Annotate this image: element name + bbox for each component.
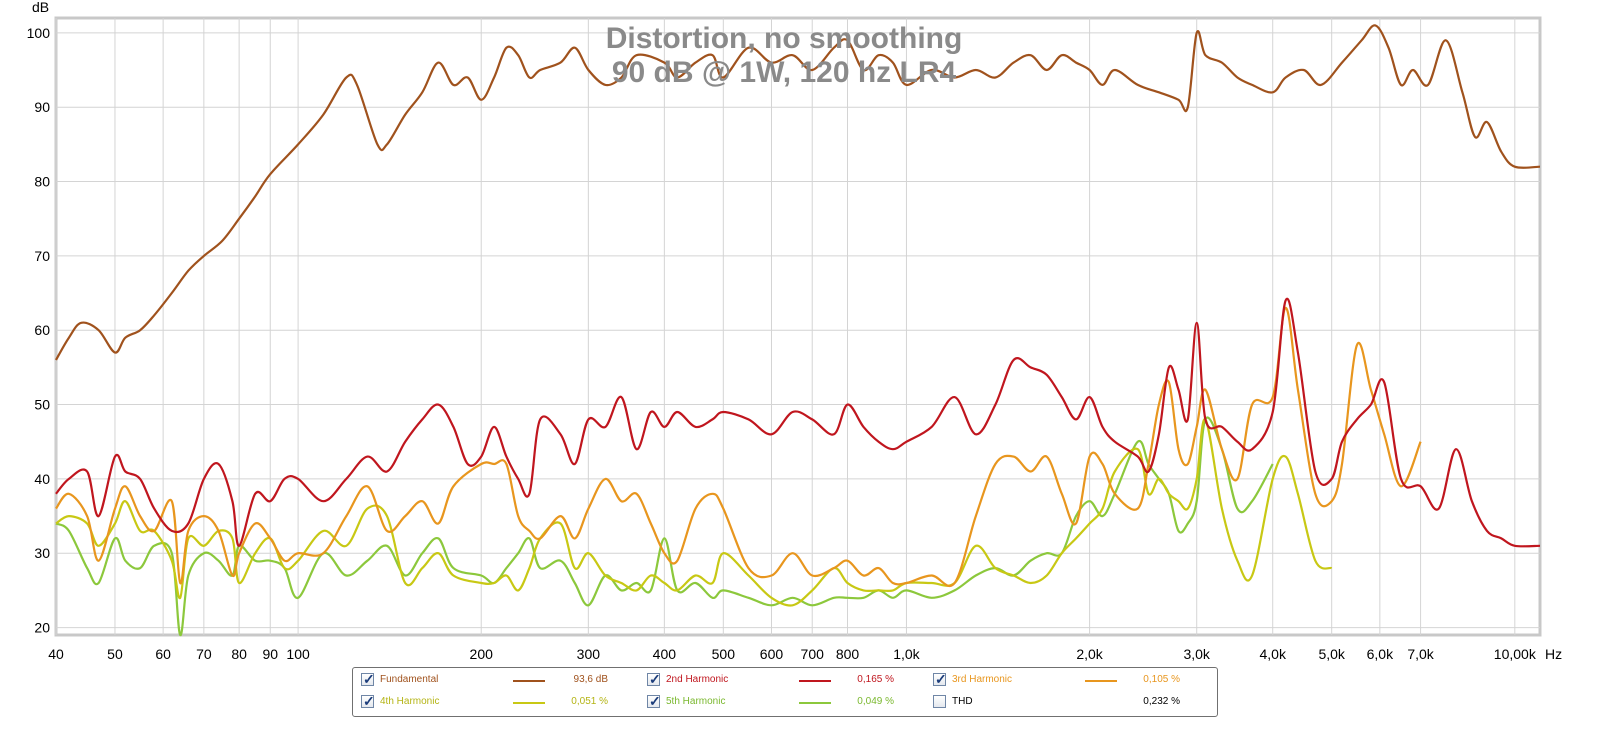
2nd-harmonic-checkbox[interactable]: ✓ — [647, 671, 661, 687]
y-tick-label: 100 — [27, 25, 51, 41]
x-tick-label: 60 — [155, 646, 171, 662]
legend-value: 0,165 % — [857, 674, 894, 685]
chart-title: Distortion, no smoothing — [606, 22, 963, 55]
legend-swatch — [513, 702, 545, 704]
x-tick-label: 90 — [262, 646, 278, 662]
legend-value: 93,6 dB — [573, 674, 608, 685]
legend-value: 0,232 % — [1143, 696, 1180, 707]
legend-name: 2nd Harmonic — [666, 674, 729, 685]
y-tick-label: 60 — [34, 322, 50, 338]
x-tick-label: 7,0k — [1407, 646, 1434, 662]
legend-value: 0,105 % — [1143, 674, 1180, 685]
series-line-fundamental — [55, 24, 1541, 361]
y-axis-label: dB — [32, 0, 49, 15]
legend-name: 4th Harmonic — [380, 696, 440, 707]
legend-row: ✓ Fundamental 93,6 dB ✓ 2nd Harmonic 0,1… — [353, 670, 1217, 692]
x-tick-label: 200 — [470, 646, 494, 662]
check-icon: ✓ — [649, 671, 661, 687]
x-tick-label: 50 — [107, 646, 123, 662]
x-tick-label: 600 — [760, 646, 784, 662]
x-axis-label: Hz — [1545, 646, 1562, 662]
y-tick-label: 20 — [34, 620, 50, 636]
x-tick-label: 4,0k — [1259, 646, 1286, 662]
y-tick-label: 30 — [34, 545, 50, 561]
x-tick-label: 70 — [196, 646, 212, 662]
x-tick-label: 700 — [801, 646, 825, 662]
grid — [55, 18, 1540, 635]
x-tick-label: 1,0k — [893, 646, 920, 662]
x-tick-label: 500 — [712, 646, 736, 662]
legend-name: THD — [952, 696, 973, 707]
y-axis: 20 30 40 50 60 70 80 90 100 — [27, 25, 51, 636]
legend-swatch — [799, 702, 831, 704]
check-icon: ✓ — [649, 693, 661, 709]
x-tick-label: 300 — [577, 646, 601, 662]
series-line-4th-harmonic — [55, 418, 1333, 607]
3rd-harmonic-checkbox[interactable]: ✓ — [933, 671, 947, 687]
x-axis: 40 50 60 70 80 90 100 200 300 400 500 600 700 800 1,0k… — [48, 646, 1537, 662]
series-line-2nd-harmonic — [55, 297, 1541, 548]
x-tick-label: 80 — [231, 646, 247, 662]
legend-value: 0,049 % — [857, 696, 894, 707]
x-tick-label: 6,0k — [1367, 646, 1394, 662]
x-tick-label: 10,00k — [1494, 646, 1537, 662]
check-icon: ✓ — [363, 693, 375, 709]
legend-item-thd[interactable]: THD 0,232 % — [925, 692, 1211, 714]
y-tick-label: 90 — [34, 99, 50, 115]
check-icon: ✓ — [935, 671, 947, 687]
legend-swatch — [513, 680, 545, 682]
x-tick-label: 2,0k — [1076, 646, 1103, 662]
chart-subtitle: 90 dB @ 1W, 120 hz LR4 — [612, 56, 957, 89]
plot-area — [54, 16, 1542, 637]
x-tick-label: 40 — [48, 646, 64, 662]
x-tick-label: 5,0k — [1318, 646, 1345, 662]
series-line-5th-harmonic — [55, 416, 1274, 637]
y-tick-label: 80 — [34, 174, 50, 190]
legend-item-5th-harmonic[interactable]: ✓ 5th Harmonic 0,049 % — [639, 692, 925, 714]
legend-row: ✓ 4th Harmonic 0,051 % ✓ 5th Harmonic 0,… — [353, 692, 1217, 714]
distortion-chart: 20 30 40 50 60 70 80 90 100 40 50 60 70 80 90 100 200 30… — [27, 0, 1562, 662]
fundamental-checkbox[interactable]: ✓ — [361, 671, 375, 687]
legend-name: 3rd Harmonic — [952, 674, 1013, 685]
x-tick-label: 800 — [836, 646, 860, 662]
x-tick-label: 400 — [653, 646, 677, 662]
y-tick-label: 50 — [34, 397, 50, 413]
legend-name: 5th Harmonic — [666, 696, 726, 707]
legend-item-2nd-harmonic[interactable]: ✓ 2nd Harmonic 0,165 % — [639, 670, 925, 692]
4th-harmonic-checkbox[interactable]: ✓ — [361, 693, 375, 709]
y-tick-label: 70 — [34, 248, 50, 264]
y-tick-label: 40 — [34, 471, 50, 487]
legend-name: Fundamental — [380, 674, 439, 685]
series-line-3rd-harmonic — [55, 306, 1422, 588]
thd-checkbox[interactable] — [933, 695, 946, 708]
legend-value: 0,051 % — [571, 696, 608, 707]
x-tick-label: 100 — [286, 646, 310, 662]
legend-item-fundamental[interactable]: ✓ Fundamental 93,6 dB — [353, 670, 639, 692]
check-icon: ✓ — [363, 671, 375, 687]
legend: ✓ Fundamental 93,6 dB ✓ 2nd Harmonic 0,1… — [352, 667, 1218, 717]
legend-item-3rd-harmonic[interactable]: ✓ 3rd Harmonic 0,105 % — [925, 670, 1211, 692]
legend-swatch — [799, 680, 831, 682]
legend-item-4th-harmonic[interactable]: ✓ 4th Harmonic 0,051 % — [353, 692, 639, 714]
x-tick-label: 3,0k — [1183, 646, 1210, 662]
5th-harmonic-checkbox[interactable]: ✓ — [647, 693, 661, 709]
series-lines — [55, 24, 1541, 637]
legend-swatch — [1085, 680, 1117, 682]
